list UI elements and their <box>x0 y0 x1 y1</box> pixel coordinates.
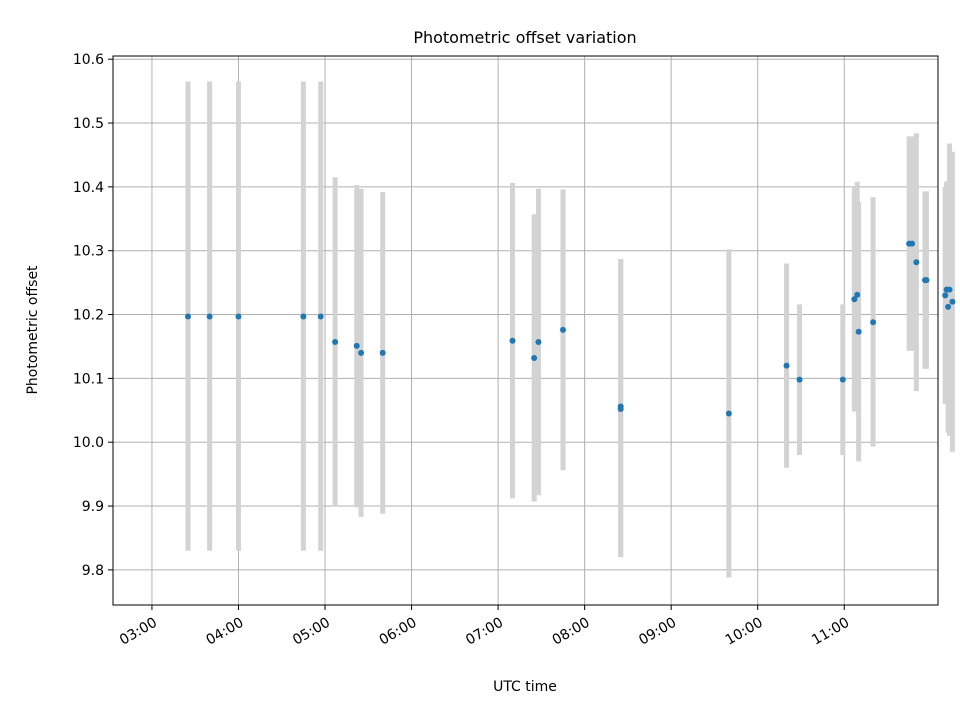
data-point <box>855 328 862 335</box>
data-point <box>725 410 732 417</box>
data-points <box>185 240 956 417</box>
data-point <box>379 349 386 356</box>
data-point <box>509 337 516 344</box>
chart-title: Photometric offset variation <box>413 28 636 47</box>
data-point <box>913 259 920 266</box>
x-axis-label: UTC time <box>493 679 557 695</box>
data-point <box>535 338 542 345</box>
y-tick-label: 10.6 <box>73 52 104 68</box>
data-point <box>909 240 916 247</box>
data-point <box>923 277 930 284</box>
data-point <box>206 313 213 320</box>
data-point <box>870 319 877 326</box>
data-point <box>949 298 956 305</box>
data-point <box>946 286 953 293</box>
y-tick-label: 9.8 <box>82 563 104 579</box>
data-point <box>796 376 803 383</box>
data-point <box>945 303 952 310</box>
y-tick-label: 10.1 <box>73 371 104 387</box>
data-point <box>617 406 624 413</box>
data-point <box>839 376 846 383</box>
data-point <box>185 313 191 320</box>
y-tick-label: 10.0 <box>73 435 104 451</box>
y-tick-label: 9.9 <box>82 499 104 515</box>
axes-frame <box>112 55 939 606</box>
data-point <box>317 313 324 320</box>
y-tick-label: 10.5 <box>73 116 104 132</box>
data-point <box>300 313 307 320</box>
data-point <box>854 291 861 298</box>
data-point <box>783 362 790 369</box>
data-point <box>332 338 339 345</box>
data-point <box>942 292 949 299</box>
y-axis-label: Photometric offset <box>25 265 41 395</box>
data-point <box>358 349 365 356</box>
y-tick-label: 10.2 <box>73 308 104 324</box>
y-tick-label: 10.3 <box>73 244 104 260</box>
data-point <box>353 342 360 349</box>
data-point <box>235 313 242 320</box>
data-point <box>851 296 858 303</box>
data-point <box>531 354 538 361</box>
data-point <box>560 326 566 333</box>
y-tick-label: 10.4 <box>73 180 104 196</box>
